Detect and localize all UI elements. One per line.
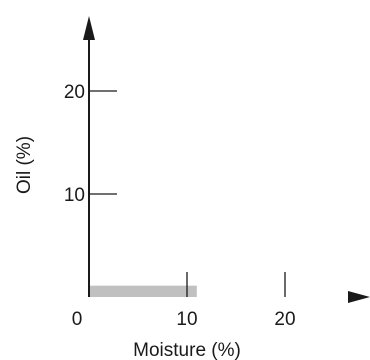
y-axis-label: Oil (%) [14, 136, 35, 194]
x-tick-label: 20 [274, 309, 295, 330]
x-axis-label: Moisture (%) [133, 340, 241, 360]
x-ticks: 0 10 20 [72, 272, 296, 330]
y-tick-label: 20 [64, 82, 85, 103]
y-tick-label: 10 [64, 185, 85, 206]
plot-bars [89, 285, 197, 297]
x-axis-arrow-icon [348, 291, 370, 303]
y-axis-arrow-icon [83, 16, 95, 40]
x-tick-label: 10 [176, 309, 197, 330]
y-ticks: 10 20 [64, 82, 117, 206]
bar [89, 285, 197, 297]
x-tick-label: 0 [72, 309, 83, 330]
